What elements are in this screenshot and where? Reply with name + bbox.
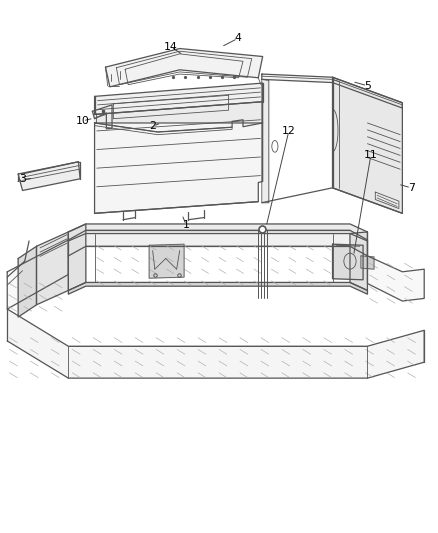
- Polygon shape: [367, 256, 424, 301]
- Polygon shape: [262, 74, 403, 108]
- Polygon shape: [68, 224, 367, 241]
- Text: 2: 2: [149, 121, 156, 131]
- Polygon shape: [95, 123, 263, 213]
- Polygon shape: [149, 244, 184, 278]
- Text: 1: 1: [183, 220, 190, 230]
- Polygon shape: [95, 102, 263, 132]
- Polygon shape: [68, 282, 367, 294]
- Polygon shape: [7, 240, 68, 309]
- Polygon shape: [92, 105, 112, 129]
- Polygon shape: [361, 256, 374, 269]
- Polygon shape: [262, 79, 269, 203]
- Polygon shape: [18, 162, 80, 190]
- Polygon shape: [68, 224, 86, 290]
- Polygon shape: [68, 230, 367, 256]
- Text: 10: 10: [76, 116, 90, 126]
- Polygon shape: [95, 83, 263, 115]
- Text: 7: 7: [408, 183, 414, 193]
- Text: 14: 14: [164, 42, 178, 52]
- Polygon shape: [332, 77, 403, 213]
- Text: 5: 5: [364, 81, 371, 91]
- Polygon shape: [106, 49, 263, 87]
- Polygon shape: [36, 232, 68, 305]
- Polygon shape: [350, 232, 367, 290]
- Text: 4: 4: [234, 34, 241, 43]
- Text: 3: 3: [19, 174, 26, 184]
- Polygon shape: [18, 246, 36, 317]
- Polygon shape: [7, 309, 424, 378]
- Polygon shape: [332, 244, 363, 280]
- Text: 11: 11: [364, 150, 378, 160]
- Text: 12: 12: [282, 126, 296, 136]
